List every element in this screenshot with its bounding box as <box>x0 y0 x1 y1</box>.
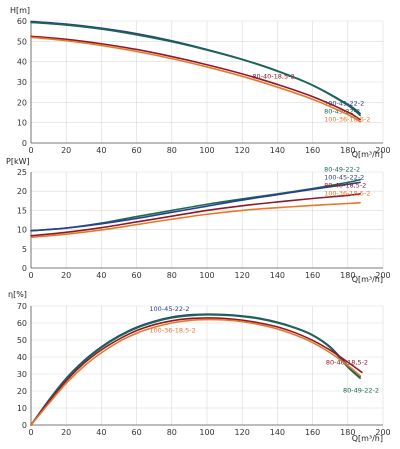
y-tick-label: 40 <box>17 58 27 67</box>
series-label: 100-36-18,5-2 <box>324 190 370 198</box>
x-tick-label: 80 <box>167 146 177 155</box>
y-tick-label: 70 <box>17 302 27 311</box>
series-line-100-36-18,5-2 <box>30 36 361 123</box>
y-tick-label: 60 <box>17 17 27 26</box>
y-tick-label: 0 <box>22 421 27 430</box>
x-tick-label: 20 <box>61 428 71 437</box>
series-line-100-45-22-2 <box>30 20 361 115</box>
series-line-100-36-18,5-2 <box>30 318 361 426</box>
power-chart: 0 20 40 60 80 100 120 140 160 180 200 0 5 10 15 20 25 P[k… <box>6 157 391 284</box>
x-tick-label: 0 <box>28 428 33 437</box>
y-axis-label: H[m] <box>10 6 30 15</box>
grid <box>30 20 384 144</box>
y-tick-label: 30 <box>17 370 27 379</box>
y-tick-label: 40 <box>17 353 27 362</box>
y-tick-label: 50 <box>17 336 27 345</box>
x-tick-label: 200 <box>375 271 390 280</box>
y-tick-label: 0 <box>22 264 27 273</box>
series-label: 100-45-22-2 <box>149 305 189 313</box>
x-tick-label: 180 <box>340 271 355 280</box>
y-tick-label: 15 <box>17 206 27 215</box>
x-tick-label: 120 <box>235 428 250 437</box>
series-line-80-49-22-2 <box>30 21 361 117</box>
x-tick-label: 200 <box>375 428 390 437</box>
y-tick-label: 20 <box>17 187 27 196</box>
series-label: 80-40-18,5-2 <box>326 358 368 366</box>
y-axis-label: P[kW] <box>6 157 30 166</box>
x-tick-label: 60 <box>132 428 142 437</box>
series-line-100-45-22-2 <box>30 181 361 232</box>
series-label: 100-36-18,5-2 <box>149 326 195 334</box>
x-tick-label: 180 <box>340 146 355 155</box>
x-tick-label: 60 <box>132 271 142 280</box>
y-tick-label: 5 <box>22 245 27 254</box>
x-tick-label: 160 <box>305 428 320 437</box>
y-axis-label: η[%] <box>8 290 27 299</box>
x-tick-label: 0 <box>28 146 33 155</box>
series-label: 80-49-22-2 <box>324 166 360 174</box>
x-axis-label: Q[m³/h] <box>352 275 383 284</box>
series-label: 100-45-22-2 <box>324 174 364 182</box>
y-tick-label: 50 <box>17 37 27 46</box>
series-line-80-49-22-2 <box>30 314 361 426</box>
y-tick-label: 30 <box>17 78 27 87</box>
x-tick-label: 120 <box>235 271 250 280</box>
y-tick-label: 25 <box>17 168 27 177</box>
y-tick-label: 10 <box>17 226 27 235</box>
series-line-80-40-18,5-2 <box>30 35 361 121</box>
x-axis-label: Q[m³/h] <box>352 150 383 159</box>
efficiency-chart: 0 20 40 60 80 100 120 140 160 180 200 0 10 20 30 40 50 60… <box>8 290 391 443</box>
series-label: 100-36-18,5-2 <box>324 116 370 124</box>
x-tick-label: 40 <box>96 428 106 437</box>
series-line-100-36-18,5-2 <box>30 201 361 239</box>
y-tick-label: 10 <box>17 404 27 413</box>
y-tick-label: 10 <box>17 119 27 128</box>
x-tick-label: 80 <box>167 271 177 280</box>
head-chart: 0 20 40 60 80 100 120 140 160 180 200 0 10 20 30 40 50 60… <box>10 6 391 159</box>
y-tick-label: 20 <box>17 387 27 396</box>
series-line-80-40-18,5-2 <box>30 317 363 426</box>
x-tick-label: 180 <box>340 428 355 437</box>
x-axis-label: Q[m³/h] <box>352 434 383 443</box>
x-tick-label: 40 <box>96 146 106 155</box>
x-tick-label: 60 <box>132 146 142 155</box>
y-tick-label: 0 <box>22 139 27 148</box>
x-tick-label: 120 <box>235 146 250 155</box>
x-tick-label: 100 <box>199 428 214 437</box>
x-tick-label: 140 <box>270 271 285 280</box>
y-tick-label: 60 <box>17 319 27 328</box>
x-tick-label: 20 <box>61 146 71 155</box>
x-tick-label: 200 <box>375 146 390 155</box>
x-tick-label: 20 <box>61 271 71 280</box>
x-tick-label: 80 <box>167 428 177 437</box>
x-tick-label: 40 <box>96 271 106 280</box>
x-tick-label: 160 <box>305 271 320 280</box>
y-tick-label: 20 <box>17 98 27 107</box>
series-label: 80-40-18,5-2 <box>252 72 294 80</box>
x-tick-label: 100 <box>199 271 214 280</box>
x-tick-label: 100 <box>199 146 214 155</box>
x-tick-label: 160 <box>305 146 320 155</box>
series-label: 80-40-18,5-2 <box>324 182 366 190</box>
x-tick-label: 0 <box>28 271 33 280</box>
series-line-80-40-18,5-2 <box>30 193 361 237</box>
x-tick-label: 140 <box>270 146 285 155</box>
x-tick-label: 140 <box>270 428 285 437</box>
series-label: 80-49-22-2 <box>343 386 379 394</box>
